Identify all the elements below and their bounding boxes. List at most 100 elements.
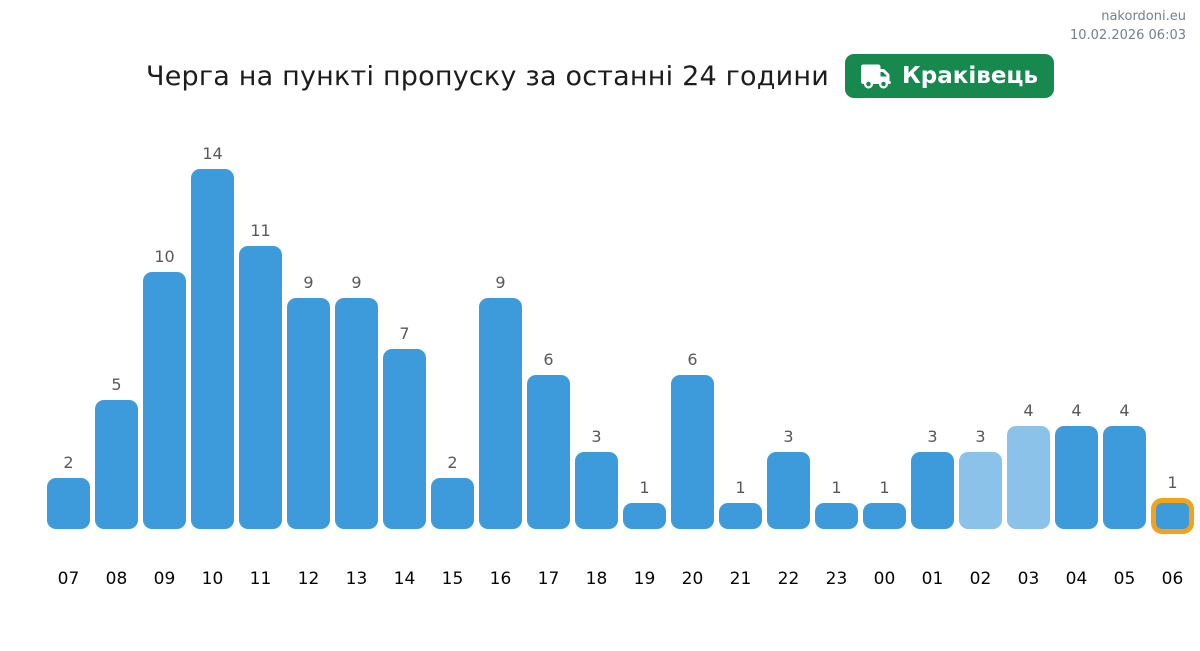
bar[interactable] — [431, 478, 474, 529]
bar-value-label: 4 — [1119, 401, 1130, 420]
x-axis-label-19: 19 — [633, 569, 656, 589]
bar-group-14: 7 — [383, 326, 426, 529]
bar-value-label: 9 — [351, 273, 362, 292]
page-header: nakordoni.eu 10.02.2026 06:03 — [1070, 8, 1186, 46]
bar-chart: 2 5 10 14 11 9 9 7 2 9 6 3 1 6 1 3 1 1 3 3 4 4 4 1 — [47, 146, 1194, 534]
bar[interactable] — [959, 452, 1002, 529]
bar-group-20: 6 — [671, 352, 714, 529]
bar-group-02: 3 — [959, 429, 1002, 529]
bar-group-12: 9 — [287, 275, 330, 529]
timestamp: 10.02.2026 06:03 — [1069, 27, 1186, 43]
bar[interactable] — [479, 298, 522, 529]
bar[interactable] — [1103, 426, 1146, 529]
x-axis-label-22: 22 — [777, 569, 800, 589]
x-axis: 07 08 09 10 11 12 13 14 15 16 17 18 19 20 21 22 23 00 01 02… — [47, 569, 1194, 589]
bar-value-label: 4 — [1071, 401, 1082, 420]
bar-value-label: 2 — [447, 453, 458, 472]
x-axis-label-13: 13 — [345, 569, 368, 589]
bar[interactable] — [287, 298, 330, 529]
bar[interactable] — [719, 503, 762, 529]
x-axis-label-18: 18 — [585, 569, 608, 589]
bar-group-18: 3 — [575, 429, 618, 529]
x-axis-label-20: 20 — [681, 569, 704, 589]
bar-value-label: 1 — [1167, 473, 1178, 492]
bar[interactable] — [47, 478, 90, 529]
bar[interactable] — [815, 503, 858, 529]
bar-group-01: 3 — [911, 429, 954, 529]
bar-group-15: 2 — [431, 455, 474, 529]
bar-value-label: 5 — [111, 375, 122, 394]
bar[interactable] — [671, 375, 714, 529]
bar-group-00: 1 — [863, 480, 906, 529]
bar[interactable] — [1007, 426, 1050, 529]
bar[interactable] — [335, 298, 378, 529]
bar-group-09: 10 — [143, 249, 186, 529]
bar-value-label: 4 — [1023, 401, 1034, 420]
bar-value-label: 1 — [639, 478, 650, 497]
chart-title: Черга на пункті пропуску за останні 24 г… — [145, 60, 829, 92]
bar-value-label: 9 — [495, 273, 506, 292]
x-axis-label-09: 09 — [153, 569, 176, 589]
x-axis-label-17: 17 — [537, 569, 560, 589]
bar-group-08: 5 — [95, 377, 138, 529]
x-axis-label-02: 02 — [969, 569, 992, 589]
bar[interactable] — [623, 503, 666, 529]
bar-group-22: 3 — [767, 429, 810, 529]
bar-value-label: 3 — [927, 427, 938, 446]
x-axis-label-14: 14 — [393, 569, 416, 589]
x-axis-label-01: 01 — [921, 569, 944, 589]
x-axis-label-15: 15 — [441, 569, 464, 589]
bar-group-16: 9 — [479, 275, 522, 529]
bar-value-label: 6 — [687, 350, 698, 369]
x-axis-label-23: 23 — [825, 569, 848, 589]
bar-group-19: 1 — [623, 480, 666, 529]
bar[interactable] — [527, 375, 570, 529]
bar[interactable] — [191, 169, 234, 529]
x-axis-label-00: 00 — [873, 569, 896, 589]
bar-value-label: 3 — [591, 427, 602, 446]
crossing-badge[interactable]: Краківець — [844, 54, 1055, 98]
bar-group-10: 14 — [191, 146, 234, 529]
bar-value-label: 11 — [250, 221, 271, 240]
bar-value-label: 3 — [783, 427, 794, 446]
bar-value-label: 1 — [831, 478, 842, 497]
bar[interactable] — [239, 246, 282, 529]
bar-group-17: 6 — [527, 352, 570, 529]
bar[interactable] — [863, 503, 906, 529]
bar-value-label: 1 — [735, 478, 746, 497]
bar[interactable] — [95, 400, 138, 529]
x-axis-label-03: 03 — [1017, 569, 1040, 589]
x-axis-label-10: 10 — [201, 569, 224, 589]
bar-value-label: 1 — [879, 478, 890, 497]
bar-group-03: 4 — [1007, 403, 1050, 529]
x-axis-label-07: 07 — [57, 569, 80, 589]
bar-value-label: 7 — [399, 324, 410, 343]
bar-value-label: 2 — [63, 453, 74, 472]
x-axis-label-04: 04 — [1065, 569, 1088, 589]
title-row: Черга на пункті пропуску за останні 24 г… — [0, 54, 1200, 98]
bar-value-label: 9 — [303, 273, 314, 292]
bar-group-13: 9 — [335, 275, 378, 529]
x-axis-label-08: 08 — [105, 569, 128, 589]
bar-value-label: 6 — [543, 350, 554, 369]
x-axis-label-05: 05 — [1113, 569, 1136, 589]
bar-group-04: 4 — [1055, 403, 1098, 529]
bar[interactable] — [767, 452, 810, 529]
x-axis-label-11: 11 — [249, 569, 272, 589]
bar[interactable] — [575, 452, 618, 529]
crossing-name: Краківець — [901, 63, 1039, 89]
bar-group-06: 1 — [1151, 473, 1194, 534]
bar[interactable] — [383, 349, 426, 529]
bar-value-label: 3 — [975, 427, 986, 446]
bar-value-label: 10 — [154, 247, 175, 266]
bar-group-05: 4 — [1103, 403, 1146, 529]
site-link[interactable]: nakordoni.eu — [1101, 9, 1186, 24]
bar-group-23: 1 — [815, 480, 858, 529]
bar[interactable] — [143, 272, 186, 529]
bar-group-07: 2 — [47, 455, 90, 529]
bar-group-21: 1 — [719, 480, 762, 529]
bar[interactable] — [1055, 426, 1098, 529]
bar-current-hour[interactable] — [1151, 498, 1194, 534]
bar[interactable] — [911, 452, 954, 529]
